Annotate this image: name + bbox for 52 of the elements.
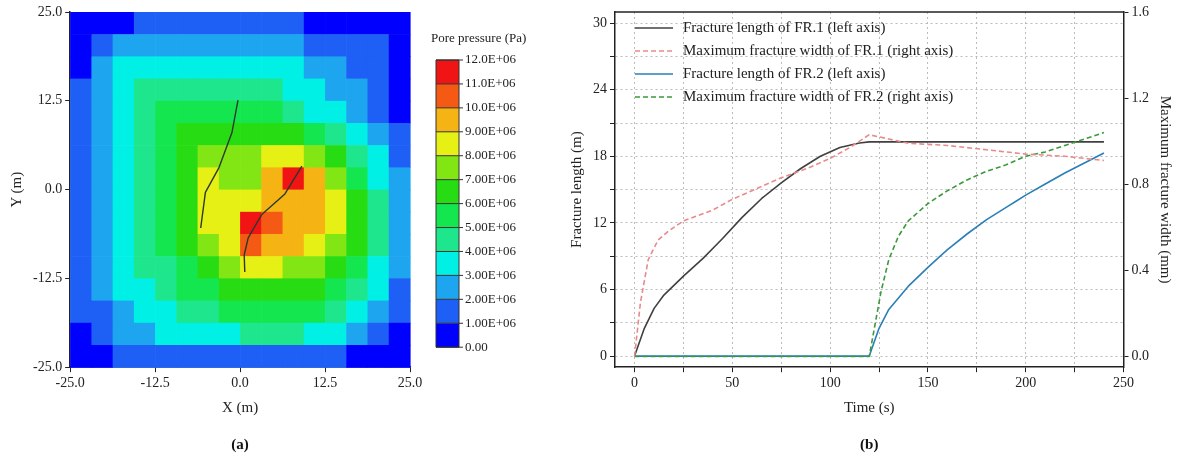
legend-label: Fracture length of FR.2 (left axis) xyxy=(683,64,886,82)
y-tick-label: 18 xyxy=(593,147,607,163)
x-tick-label: -12.5 xyxy=(140,375,170,391)
x-axis-title: Time (s) xyxy=(843,398,895,416)
y-tick-label: 6 xyxy=(600,281,607,297)
y2-tick-label: 1.6 xyxy=(1131,3,1149,19)
x-axis-title: X (m) xyxy=(221,398,259,416)
y2-tick-label: 0.8 xyxy=(1131,175,1149,191)
text: (a) xyxy=(231,436,249,453)
y-tick-label: 0.0 xyxy=(44,181,63,197)
color-bar-label: 8.00E+06 xyxy=(465,147,517,163)
text: (b) xyxy=(860,436,879,453)
y-tick-label: 12.5 xyxy=(37,92,63,108)
x-tick-label: 0 xyxy=(631,375,639,391)
color-bar-title: Pore pressure (Pa) xyxy=(431,30,527,45)
color-bar-label: 3.00E+06 xyxy=(465,266,517,282)
x-tick-label: 0.0 xyxy=(231,375,249,391)
y-tick-label: 0 xyxy=(600,347,607,363)
x-tick-label: 250 xyxy=(1113,375,1134,391)
legend-label: Maximum fracture width of FR.1 (right axis) xyxy=(683,41,954,59)
x-tick-label: 50 xyxy=(725,375,740,391)
x-tick-label: 12.5 xyxy=(312,375,338,391)
color-bar-label: 9.00E+06 xyxy=(465,123,517,139)
legend-label: Fracture length of FR.1 (left axis) xyxy=(683,18,886,36)
x-tick-label: 200 xyxy=(1015,375,1037,391)
color-bar-label: 6.00E+06 xyxy=(465,195,517,211)
x-tick-label: 150 xyxy=(917,375,939,391)
x-tick-label: 100 xyxy=(819,375,841,391)
color-bar-label: 12.0E+06 xyxy=(465,51,517,67)
color-bar-label: 0.00 xyxy=(465,338,488,354)
color-bar-label: 1.00E+06 xyxy=(465,314,517,330)
y2-axis-title: Maximum fracture width (mm) xyxy=(1157,95,1175,284)
y-tick-label: 25.0 xyxy=(37,3,63,19)
x-tick-label: -25.0 xyxy=(55,375,85,391)
color-bar-label: 10.0E+06 xyxy=(465,99,517,115)
legend-label: Maximum fracture width of FR.2 (right axis) xyxy=(683,87,954,105)
y-tick-label: 24 xyxy=(593,81,607,97)
x-tick-label: 25.0 xyxy=(397,375,423,391)
y2-tick-label: 0.4 xyxy=(1131,262,1149,277)
color-bar-label: 5.00E+06 xyxy=(465,218,517,234)
y-tick-label: -25.0 xyxy=(32,358,63,374)
y-tick-label: 30 xyxy=(593,14,607,30)
y-axis-title: Y (m) xyxy=(7,171,25,208)
y-tick-label: 12 xyxy=(593,214,607,230)
y2-tick-label: 0.0 xyxy=(1131,348,1149,364)
y-axis-title: Fracture length (m) xyxy=(567,131,585,248)
color-bar-label: 2.00E+06 xyxy=(465,290,517,306)
color-bar-label: 7.00E+06 xyxy=(465,171,517,187)
y-tick-label: -12.5 xyxy=(32,270,63,286)
color-bar-label: 4.00E+06 xyxy=(465,242,517,258)
color-bar-label: 11.0E+06 xyxy=(465,75,517,91)
y2-tick-label: 1.2 xyxy=(1131,89,1149,105)
